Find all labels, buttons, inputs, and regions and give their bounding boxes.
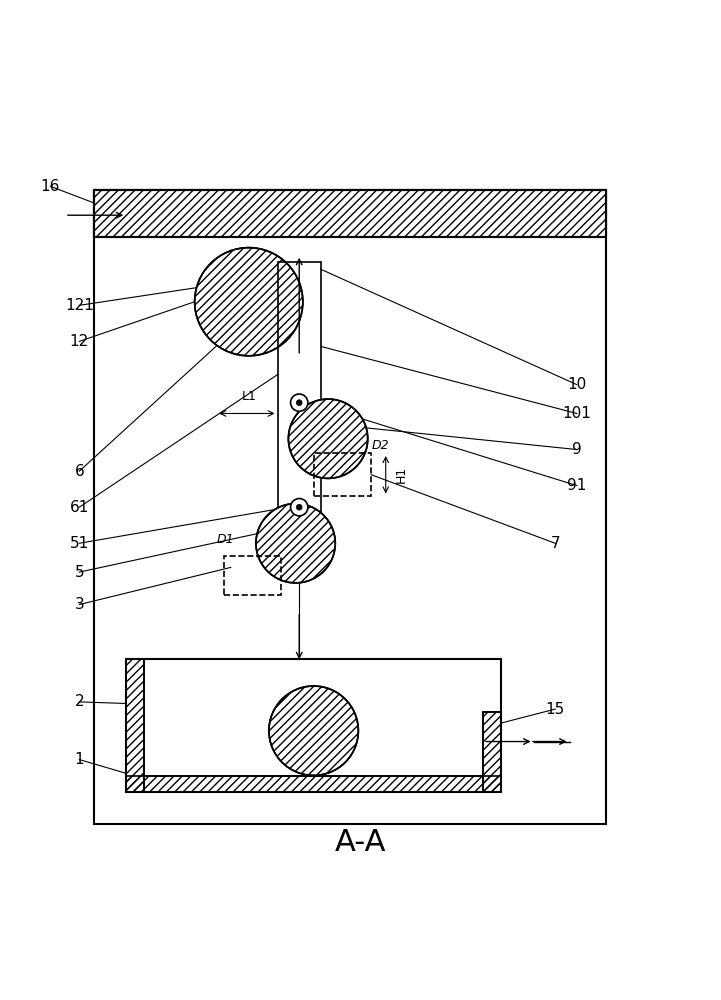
Text: D2: D2	[371, 439, 389, 452]
Text: 91: 91	[567, 478, 586, 493]
Bar	[126, 659, 501, 792]
Bar	[126, 659, 144, 792]
Circle shape	[269, 686, 358, 775]
Text: H1: H1	[394, 466, 407, 483]
Bar	[126, 776, 501, 792]
Text: 9: 9	[572, 442, 582, 457]
Circle shape	[256, 504, 335, 583]
Bar	[144, 659, 483, 776]
Text: A-A: A-A	[335, 828, 386, 857]
Text: 51: 51	[70, 536, 89, 551]
Bar	[278, 262, 321, 543]
Bar	[483, 712, 501, 792]
Bar	[314, 453, 371, 496]
Text: 10: 10	[567, 377, 586, 392]
Bar	[483, 712, 501, 792]
Text: 101: 101	[562, 406, 591, 421]
Text: 1: 1	[74, 752, 84, 767]
Circle shape	[296, 400, 302, 406]
Text: 121: 121	[65, 298, 94, 313]
Bar	[94, 190, 606, 824]
Text: 5: 5	[74, 565, 84, 580]
Text: L1: L1	[242, 390, 256, 403]
Circle shape	[288, 399, 368, 478]
Bar	[224, 556, 281, 595]
Bar	[94, 190, 606, 237]
Text: 16: 16	[41, 179, 60, 194]
Text: 2: 2	[74, 694, 84, 709]
Circle shape	[291, 394, 308, 411]
Circle shape	[195, 248, 303, 356]
Circle shape	[291, 499, 308, 516]
Text: 61: 61	[70, 500, 89, 515]
Text: 7: 7	[550, 536, 560, 551]
Text: D1: D1	[216, 533, 234, 546]
Text: 15: 15	[546, 702, 565, 717]
Text: 12: 12	[70, 334, 89, 349]
Bar	[126, 776, 501, 792]
Text: 6: 6	[74, 464, 84, 479]
Circle shape	[296, 504, 302, 510]
Text: 3: 3	[74, 597, 84, 612]
Bar	[94, 190, 606, 237]
Bar	[126, 659, 144, 792]
